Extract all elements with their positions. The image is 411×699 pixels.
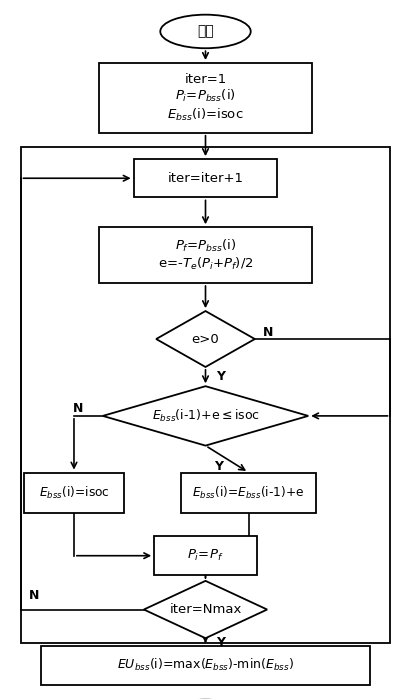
Text: iter=iter+1: iter=iter+1: [168, 172, 243, 185]
FancyBboxPatch shape: [99, 63, 312, 133]
FancyBboxPatch shape: [41, 646, 370, 685]
Polygon shape: [144, 581, 267, 638]
Text: iter=Nmax: iter=Nmax: [169, 603, 242, 616]
Text: Y: Y: [216, 370, 225, 383]
FancyBboxPatch shape: [23, 473, 124, 513]
Text: iter=1
$P_i$=$P_{bss}$(i)
$E_{bss}$(i)=isoc: iter=1 $P_i$=$P_{bss}$(i) $E_{bss}$(i)=i…: [167, 73, 244, 123]
Text: $E_{bss}$(i)=$E_{bss}$(i-1)+e: $E_{bss}$(i)=$E_{bss}$(i-1)+e: [192, 484, 305, 501]
Text: $EU_{bss}$(i)=max($E_{bss}$)-min($E_{bss}$): $EU_{bss}$(i)=max($E_{bss}$)-min($E_{bss…: [117, 657, 294, 674]
Text: N: N: [29, 589, 39, 602]
FancyBboxPatch shape: [154, 537, 257, 575]
Text: 开始: 开始: [197, 24, 214, 38]
FancyBboxPatch shape: [99, 227, 312, 283]
FancyBboxPatch shape: [181, 473, 316, 513]
Text: Y: Y: [216, 635, 225, 649]
Text: $P_i$=$P_f$: $P_i$=$P_f$: [187, 548, 224, 563]
Ellipse shape: [160, 15, 251, 48]
Text: N: N: [263, 326, 273, 338]
Text: $P_f$=$P_{bss}$(i)
e=-$T_e$($P_i$+$P_f$)/2: $P_f$=$P_{bss}$(i) e=-$T_e$($P_i$+$P_f$)…: [158, 238, 253, 273]
Polygon shape: [156, 311, 255, 367]
Text: N: N: [73, 403, 83, 415]
FancyBboxPatch shape: [134, 159, 277, 197]
Polygon shape: [103, 386, 308, 446]
Text: e>0: e>0: [192, 333, 219, 345]
Text: Y: Y: [214, 460, 223, 473]
Text: $E_{bss}$(i)=isoc: $E_{bss}$(i)=isoc: [39, 484, 109, 501]
Text: $E_{bss}$(i-1)+e$\leq$isoc: $E_{bss}$(i-1)+e$\leq$isoc: [152, 408, 259, 424]
